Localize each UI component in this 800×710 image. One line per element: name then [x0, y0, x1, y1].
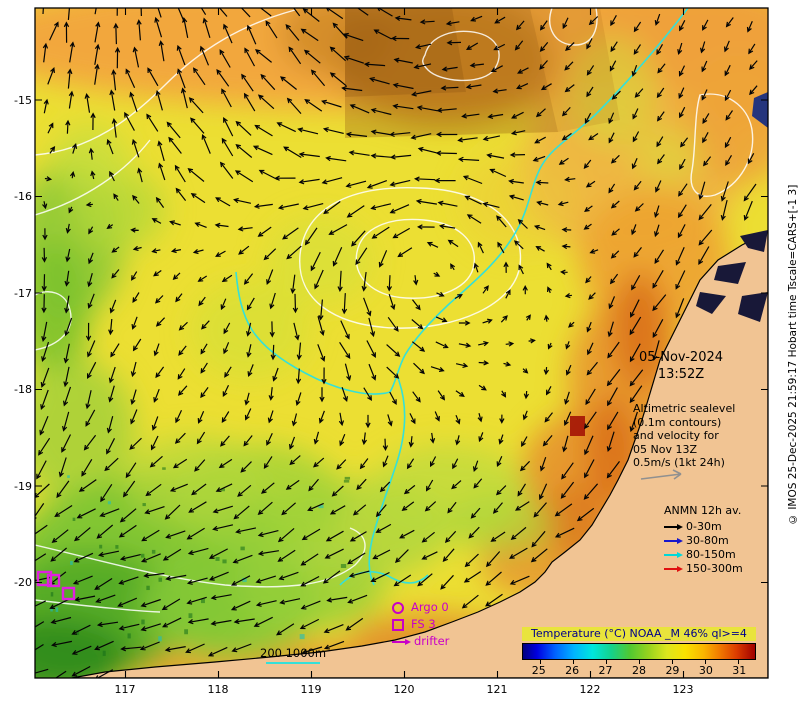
copyright-text: © IMOS 25-Dec-2025 21:59:17 Hobart time … [787, 184, 799, 526]
lon-tick-label: 117 [114, 683, 136, 696]
lat-tick-label: -17 [14, 287, 32, 300]
axis-ticks [35, 8, 768, 678]
date-label: 05-Nov-2024 [638, 350, 724, 365]
anmn-legend-item: 80-150m [664, 548, 743, 562]
fs-station-markers [36, 570, 76, 601]
annotation-line: 0.5m/s (1kt 24h) [633, 456, 725, 469]
lat-tick-label: -15 [14, 94, 32, 107]
isobath-line-sample [266, 662, 321, 665]
anmn-item-label: 80-150m [686, 548, 736, 561]
velocity-arrows [35, 8, 758, 678]
fs-marker [61, 586, 76, 601]
colorbar-tick-labels: 25 26 27 28 29 30 31 [522, 664, 756, 677]
anmn-depth-arrow-icon [664, 566, 683, 572]
colorbar-tick-label: 25 [531, 664, 546, 677]
anmn-legend-item: 0-30m [664, 520, 743, 534]
fs-marker [46, 573, 61, 588]
colorbar-tick-label: 29 [665, 664, 680, 677]
colorbar-tick-label: 28 [632, 664, 646, 677]
anmn-legend-title: ANMN 12h av. [664, 504, 742, 517]
anmn-legend-item: 150-300m [664, 562, 743, 576]
satellite-swath-edges [345, 8, 620, 138]
drifter-legend-label: drifter [414, 634, 450, 648]
plot-border [34, 7, 769, 679]
platform-legend: Argo 0 FS 3 drifter [392, 599, 449, 650]
sst-speckles [50, 467, 351, 656]
lon-tick-label: 121 [486, 683, 508, 696]
lon-tick-label: 118 [207, 683, 229, 696]
islands-and-sounds [696, 92, 768, 322]
velocity-scale-arrow-icon [640, 469, 682, 480]
anmn-item-label: 150-300m [686, 562, 743, 575]
annotation-line: (0.1m contours) [633, 415, 722, 429]
anmn-legend-item: 30-80m [664, 534, 743, 548]
colorbar-tick-label: 26 [565, 664, 580, 677]
drifter-legend-item: drifter [392, 633, 449, 650]
colorbar-tick-label: 30 [698, 664, 713, 677]
colorbar [522, 643, 756, 664]
annotation-line: and velocity for [633, 429, 719, 442]
lon-tick-label: 123 [672, 683, 694, 696]
anmn-item-label: 30-80m [686, 534, 729, 547]
isobath-legend: 200 1000m [260, 646, 327, 665]
coastal-hotspot [570, 416, 585, 436]
colorbar-tick-label: 27 [598, 664, 613, 677]
annotation-line: 05 Nov 13Z [633, 442, 697, 456]
altimetry-annotation: Altimetric sealevel (0.1m contours) and … [633, 402, 765, 470]
anmn-item-label: 0-30m [686, 520, 722, 533]
lon-tick-label: 122 [579, 683, 601, 696]
lat-tick-label: -19 [14, 480, 32, 493]
land-region [71, 231, 768, 678]
annotation-line: Altimetric sealevel [633, 402, 736, 415]
flux-station-icon [392, 618, 404, 631]
timestamp-block: 05-Nov-2024 13:52Z [628, 349, 734, 383]
argo-legend-label: Argo 0 [411, 600, 449, 614]
lat-tick-label: -20 [14, 576, 32, 589]
anmn-depth-arrow-icon [664, 538, 683, 544]
lat-tick-label: -18 [14, 383, 32, 396]
fs-legend-item: FS 3 [392, 616, 449, 633]
drifter-arrow-icon [392, 638, 411, 645]
lon-tick-label: 119 [300, 683, 322, 696]
argo-float-icon [392, 601, 404, 614]
lat-tick-label: -16 [14, 190, 32, 203]
argo-legend-item: Argo 0 [392, 599, 449, 616]
anmn-depth-arrow-icon [664, 524, 683, 530]
fs-marker [36, 570, 53, 587]
colorbar-tick-label: 31 [732, 664, 747, 677]
fs-legend-label: FS 3 [411, 617, 436, 631]
isobath-legend-label: 200 1000m [260, 646, 327, 660]
anmn-depth-arrow-icon [664, 552, 683, 558]
temperature-colorbar-block: Temperature (°C) NOAA _M 46% ql>=4 25 26… [522, 627, 756, 677]
colorbar-title: Temperature (°C) NOAA _M 46% ql>=4 [522, 627, 756, 641]
time-label: 13:52Z [657, 367, 705, 382]
anmn-legend: ANMN 12h av. 0-30m 30-80m 80-150m 150-30… [664, 504, 743, 576]
lon-tick-label: 120 [393, 683, 415, 696]
